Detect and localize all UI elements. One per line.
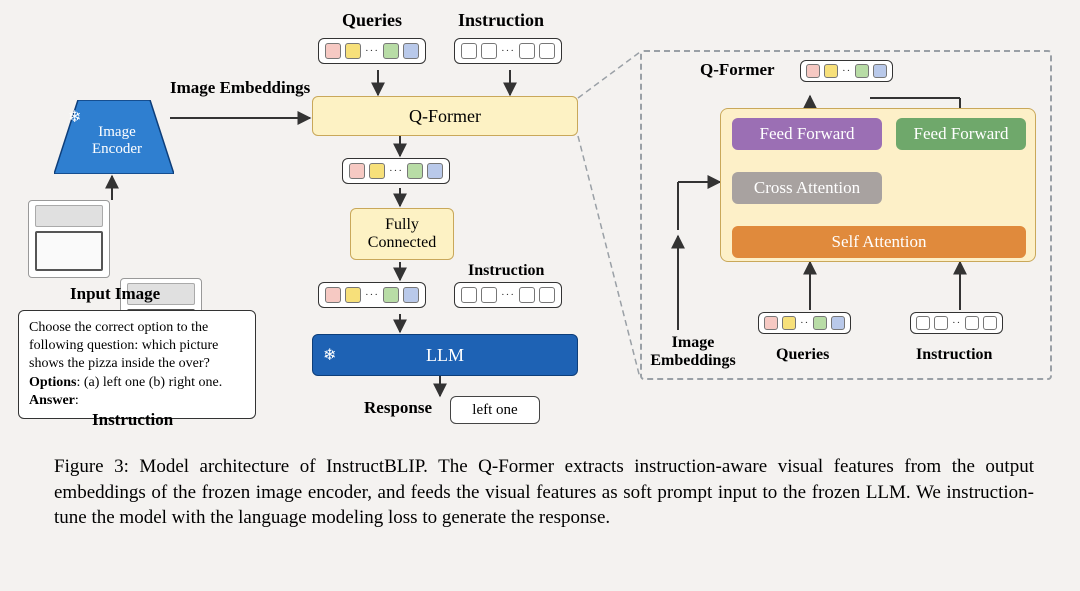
token — [481, 43, 497, 59]
token — [831, 316, 845, 330]
label-input-image: Input Image — [70, 284, 160, 304]
block-label: LLM — [426, 345, 464, 366]
token — [873, 64, 887, 78]
label-queries-right: Queries — [776, 346, 829, 364]
ellipsis-icon: ·· — [952, 317, 961, 329]
token — [349, 163, 365, 179]
token — [806, 64, 820, 78]
ellipsis-icon: ··· — [501, 45, 515, 57]
ellipsis-icon: ··· — [501, 289, 515, 301]
token — [782, 316, 796, 330]
block-feed-forward-right: Feed Forward — [896, 118, 1026, 150]
tokens-instruction-right: ·· — [910, 312, 1003, 334]
token — [345, 287, 361, 303]
label-instruction-mid: Instruction — [468, 262, 544, 280]
token — [383, 287, 399, 303]
token — [824, 64, 838, 78]
block-label: Feed Forward — [914, 124, 1009, 144]
token — [427, 163, 443, 179]
block-label: Q-Former — [409, 106, 481, 127]
image-encoder-label: Image Encoder — [82, 124, 152, 157]
token — [519, 287, 535, 303]
tokens-instruction-mid: ··· — [454, 282, 562, 308]
tokens-queries-right: ·· — [758, 312, 851, 334]
block-self-attention: Self Attention — [732, 226, 1026, 258]
response-text: left one — [472, 402, 517, 419]
block-feed-forward-left: Feed Forward — [732, 118, 882, 150]
tokens-queries-top: ··· — [318, 38, 426, 64]
label-image-embeddings-right: Image Embeddings — [648, 334, 738, 369]
instruction-answer: Answer: — [29, 392, 245, 410]
token — [403, 43, 419, 59]
token — [813, 316, 827, 330]
token — [934, 316, 948, 330]
token — [383, 43, 399, 59]
token — [539, 287, 555, 303]
label-queries-top: Queries — [342, 10, 402, 31]
instruction-line: following question: which picture — [29, 337, 245, 355]
block-qformer: Q-Former — [312, 96, 578, 136]
token — [403, 287, 419, 303]
ellipsis-icon: ·· — [842, 65, 851, 77]
instruction-card: Choose the correct option to the followi… — [18, 310, 256, 419]
snowflake-icon: ❄ — [68, 109, 81, 126]
token — [407, 163, 423, 179]
token — [325, 43, 341, 59]
token — [461, 287, 477, 303]
block-label: Feed Forward — [760, 124, 855, 144]
token — [965, 316, 979, 330]
token — [325, 287, 341, 303]
instruction-options: Options: (a) left one (b) right one. — [29, 374, 245, 392]
instruction-line: Choose the correct option to the — [29, 319, 245, 337]
token — [983, 316, 997, 330]
token — [916, 316, 930, 330]
label-response: Response — [364, 398, 432, 418]
label-qformer-right: Q-Former — [700, 60, 775, 80]
token — [481, 287, 497, 303]
token — [539, 43, 555, 59]
tokens-after-qformer: ··· — [342, 158, 450, 184]
block-llm: ❄ LLM — [312, 334, 578, 376]
token — [345, 43, 361, 59]
ellipsis-icon: ·· — [800, 317, 809, 329]
label-image-embeddings: Image Embeddings — [170, 78, 310, 98]
snowflake-icon: ❄ — [323, 345, 336, 365]
diagram-canvas: Queries Instruction ··· ··· Image Embedd… — [0, 0, 1080, 591]
token — [461, 43, 477, 59]
instruction-line: shows the pizza inside the over? — [29, 355, 245, 373]
ellipsis-icon: ··· — [365, 45, 379, 57]
block-fully-connected: Fully Connected — [350, 208, 454, 260]
ellipsis-icon: ··· — [389, 165, 403, 177]
response-box: left one — [450, 396, 540, 424]
label-instruction-top: Instruction — [458, 10, 544, 31]
block-label: Cross Attention — [754, 178, 860, 198]
figure-caption: Figure 3: Model architecture of Instruct… — [54, 454, 1034, 531]
token — [855, 64, 869, 78]
input-image-left — [28, 200, 110, 278]
token — [764, 316, 778, 330]
block-label: Self Attention — [832, 232, 927, 252]
block-label: Fully Connected — [351, 216, 453, 251]
tokens-instruction-top: ··· — [454, 38, 562, 64]
label-instruction-left: Instruction — [92, 410, 173, 430]
tokens-before-llm: ··· — [318, 282, 426, 308]
tokens-qformer-output: ·· — [800, 60, 893, 82]
label-instruction-right: Instruction — [916, 346, 992, 364]
token — [519, 43, 535, 59]
ellipsis-icon: ··· — [365, 289, 379, 301]
token — [369, 163, 385, 179]
block-cross-attention: Cross Attention — [732, 172, 882, 204]
